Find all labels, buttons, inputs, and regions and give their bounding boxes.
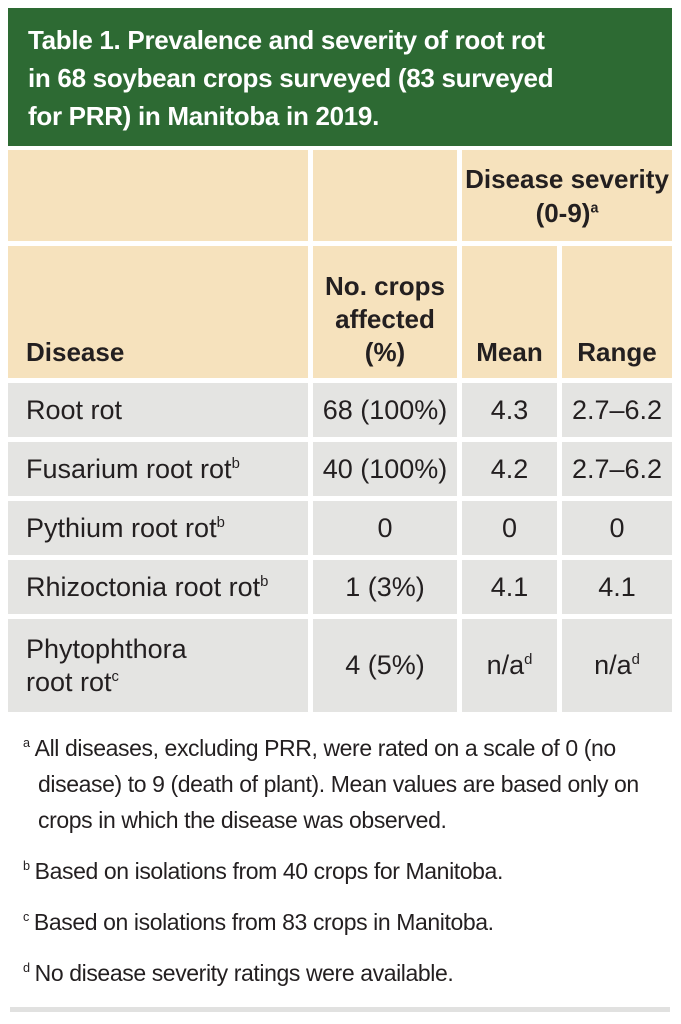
- cell-crops-affected: 40 (100%): [313, 442, 457, 496]
- cell-mean: 4.2: [462, 442, 557, 496]
- cell-crops-affected: 4 (5%): [313, 619, 457, 712]
- cell-crops-affected: 0: [313, 501, 457, 555]
- footnote-marker: c: [23, 910, 29, 925]
- cell-disease: Root rot: [8, 383, 308, 437]
- cell-crops-affected: 68 (100%): [313, 383, 457, 437]
- group-header-disease-severity: Disease severity (0-9)a: [462, 150, 672, 241]
- cell-mean: 0: [462, 501, 557, 555]
- footnote-ref-a: a: [590, 199, 599, 216]
- bottom-divider: [10, 1007, 670, 1012]
- footnote-text: No disease severity ratings were availab…: [34, 960, 454, 986]
- footnote-c: c Based on isolations from 83 crops in Ma…: [10, 904, 672, 940]
- footnote-text: Based on isolations from 40 crops for Ma…: [34, 858, 504, 884]
- table-title: Table 1. Prevalence and severity of root…: [28, 25, 554, 131]
- cell-crops-affected: 1 (3%): [313, 560, 457, 614]
- column-header-range: Range: [562, 246, 672, 378]
- cell-mean: 4.1: [462, 560, 557, 614]
- cell-range: 4.1: [562, 560, 672, 614]
- footnote-marker: b: [23, 859, 30, 874]
- footnote-marker: a: [23, 736, 30, 751]
- footnote-text: All diseases, excluding PRR, were rated …: [34, 735, 640, 833]
- cell-mean: n/ad: [462, 619, 557, 712]
- cell-range: 2.7–6.2: [562, 383, 672, 437]
- group-header-label: Disease severity (0-9): [465, 163, 669, 228]
- table-title-banner: Table 1. Prevalence and severity of root…: [8, 8, 672, 146]
- column-header-crops-affected: No. crops affected (%): [313, 246, 457, 378]
- cell-mean: 4.3: [462, 383, 557, 437]
- cell-range: 2.7–6.2: [562, 442, 672, 496]
- cell-disease: Fusarium root rotb: [8, 442, 308, 496]
- column-header-disease: Disease: [8, 246, 308, 378]
- cell-disease: Pythium root rotb: [8, 501, 308, 555]
- footnote-text: Based on isolations from 83 crops in Man…: [33, 909, 494, 935]
- column-header-mean: Mean: [462, 246, 557, 378]
- cell-disease: Phytophthora root rotc: [8, 619, 308, 712]
- header-spacer-disease: [8, 150, 308, 241]
- footnote-b: b Based on isolations from 40 crops for M…: [10, 853, 672, 889]
- cell-range: 0: [562, 501, 672, 555]
- cell-disease: Rhizoctonia root rotb: [8, 560, 308, 614]
- header-spacer-crops: [313, 150, 457, 241]
- footnote-a: a All diseases, excluding PRR, were rated…: [10, 730, 672, 838]
- footnotes-section: a All diseases, excluding PRR, were rated…: [10, 730, 672, 1006]
- cell-range: n/ad: [562, 619, 672, 712]
- footnote-d: d No disease severity ratings were availa…: [10, 955, 672, 991]
- data-table: Disease severity (0-9)a Disease No. crop…: [8, 150, 672, 712]
- footnote-marker: d: [23, 961, 30, 976]
